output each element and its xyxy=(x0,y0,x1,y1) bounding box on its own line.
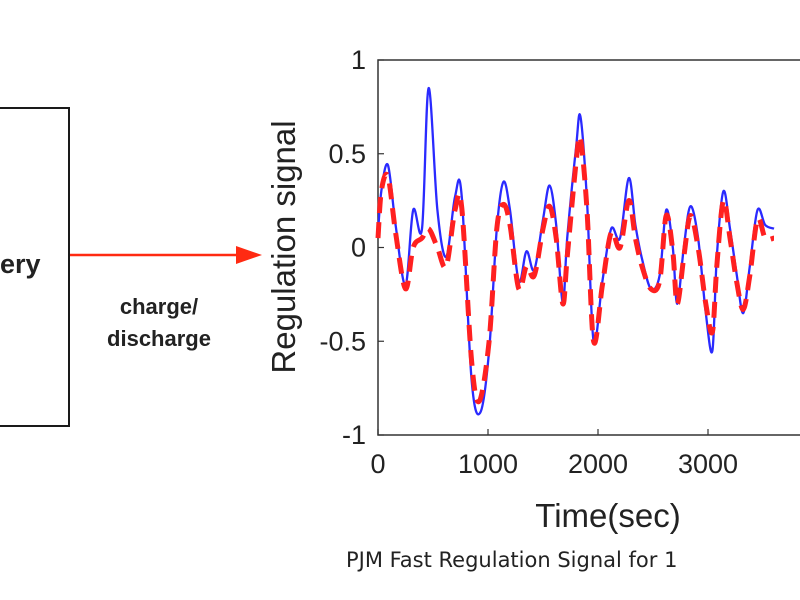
y-tick-labels: 1 0.5 0 -0.5 -1 xyxy=(319,45,366,450)
y-tick-label: 0 xyxy=(351,233,366,263)
charge-label-line2: discharge xyxy=(107,326,211,351)
series-layer xyxy=(375,86,775,416)
regulation-dashed-line xyxy=(375,133,775,405)
figure-caption: PJM Fast Regulation Signal for 1 xyxy=(346,548,678,572)
battery-label: ery xyxy=(0,249,41,279)
tick-marks xyxy=(377,59,709,436)
x-tick-label: 0 xyxy=(370,449,385,479)
x-tick-labels: 01000200030004 xyxy=(370,449,738,479)
charge-arrow-head xyxy=(236,246,262,264)
x-tick-label: 3000 xyxy=(678,449,738,479)
signal-line xyxy=(376,86,775,416)
y-tick-label: 1 xyxy=(351,45,366,75)
charge-discharge-label: charge/ discharge xyxy=(84,291,234,355)
battery-block xyxy=(0,107,70,427)
x-axis-title: Time(sec) xyxy=(535,497,680,534)
y-tick-label: -1 xyxy=(342,420,366,450)
regulation-chart: 10.50-0.5-1 01000200030004 Regulation si… xyxy=(265,45,800,534)
y-tick-label: 0.5 xyxy=(328,139,366,169)
x-tick-label: 1000 xyxy=(458,449,518,479)
charge-label-line1: charge/ xyxy=(119,294,199,319)
y-axis-title: Regulation signal xyxy=(265,120,302,373)
y-tick-label: -0.5 xyxy=(319,326,366,356)
x-tick-label: 2000 xyxy=(568,449,628,479)
